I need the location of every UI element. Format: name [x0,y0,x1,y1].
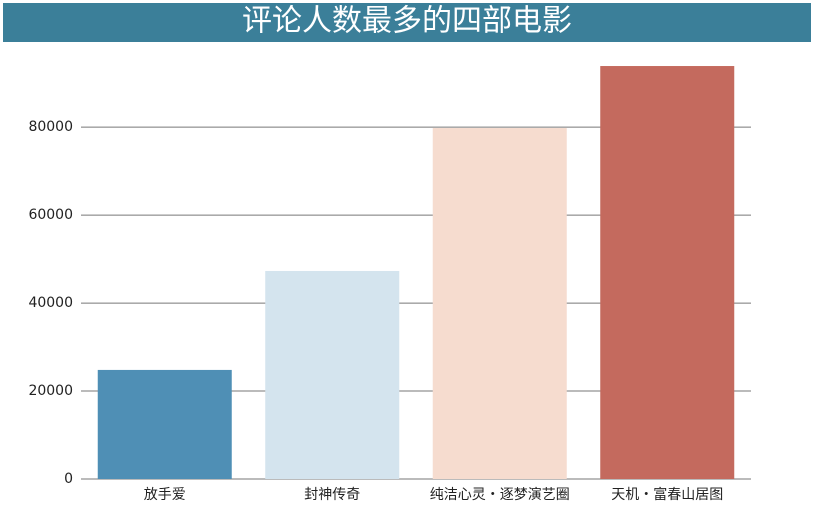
y-tick-label: 60000 [28,207,73,223]
title-banner [3,3,811,42]
bar [432,128,567,480]
x-tick-label: 放手爱 [144,487,186,503]
x-tick-label: 天机・富春山居图 [611,486,723,503]
bar [265,270,400,479]
x-tick-label: 纯洁心灵・逐梦演艺圈 [430,487,570,503]
bar [97,369,232,479]
y-tick-label: 80000 [28,119,73,135]
y-tick-label: 0 [64,471,73,487]
x-tick-label: 封神传奇 [304,486,360,503]
y-tick-label: 40000 [28,295,73,311]
chart-title: 评论人数最多的四部电影 [242,4,572,39]
y-tick-label: 20000 [28,383,73,399]
bar [600,66,735,480]
